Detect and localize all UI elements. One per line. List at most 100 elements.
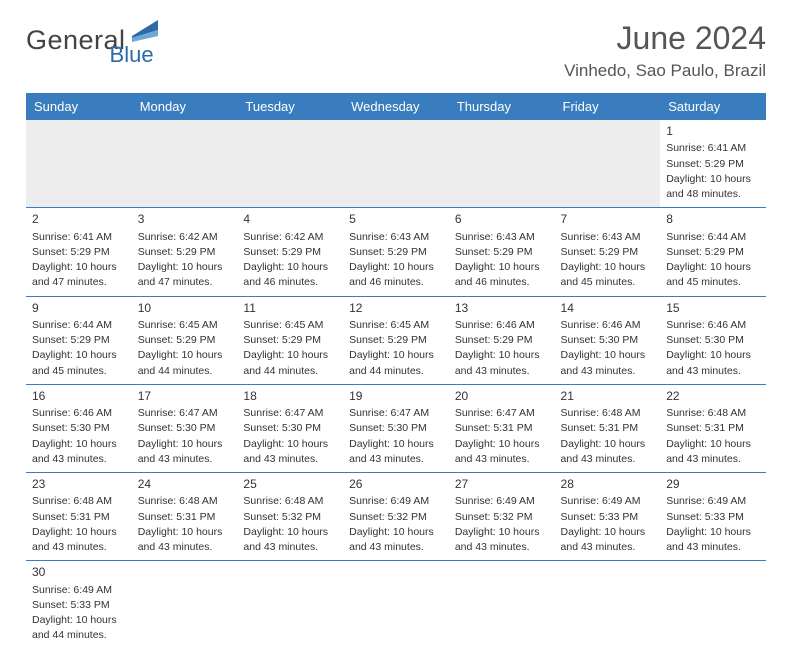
day-info-line: Sunrise: 6:43 AM [455, 230, 549, 245]
day-info-line: and 46 minutes. [455, 275, 549, 290]
day-number: 2 [32, 211, 126, 228]
calendar-day-cell: 24Sunrise: 6:48 AMSunset: 5:31 PMDayligh… [132, 473, 238, 561]
calendar-day-cell: 27Sunrise: 6:49 AMSunset: 5:32 PMDayligh… [449, 473, 555, 561]
day-info-line: Sunrise: 6:49 AM [32, 583, 126, 598]
day-info-line: Sunrise: 6:44 AM [666, 230, 760, 245]
day-number: 4 [243, 211, 337, 228]
day-info-line: Daylight: 10 hours [349, 437, 443, 452]
day-info-line: Sunset: 5:33 PM [666, 510, 760, 525]
day-info-line: Sunset: 5:33 PM [32, 598, 126, 613]
day-info-line: Sunset: 5:29 PM [243, 333, 337, 348]
calendar-day-cell: 26Sunrise: 6:49 AMSunset: 5:32 PMDayligh… [343, 473, 449, 561]
calendar-day-cell [237, 120, 343, 208]
calendar-day-cell: 5Sunrise: 6:43 AMSunset: 5:29 PMDaylight… [343, 208, 449, 296]
day-number: 28 [561, 476, 655, 493]
calendar-day-cell [449, 120, 555, 208]
day-info-line: Daylight: 10 hours [349, 348, 443, 363]
title-block: June 2024 Vinhedo, Sao Paulo, Brazil [564, 20, 766, 81]
day-info-line: Sunset: 5:30 PM [138, 421, 232, 436]
calendar-day-cell [132, 120, 238, 208]
day-info-line: Daylight: 10 hours [32, 437, 126, 452]
day-number: 30 [32, 564, 126, 581]
day-info-line: Daylight: 10 hours [666, 348, 760, 363]
calendar-day-cell: 9Sunrise: 6:44 AMSunset: 5:29 PMDaylight… [26, 296, 132, 384]
location: Vinhedo, Sao Paulo, Brazil [564, 61, 766, 81]
day-info-line: and 44 minutes. [243, 364, 337, 379]
day-info-line: Daylight: 10 hours [32, 348, 126, 363]
weekday-header: Friday [555, 93, 661, 120]
calendar-table: Sunday Monday Tuesday Wednesday Thursday… [26, 93, 766, 649]
month-title: June 2024 [564, 20, 766, 57]
calendar-day-cell [449, 561, 555, 649]
calendar-day-cell [237, 561, 343, 649]
calendar-day-cell: 7Sunrise: 6:43 AMSunset: 5:29 PMDaylight… [555, 208, 661, 296]
day-number: 29 [666, 476, 760, 493]
calendar-day-cell: 1Sunrise: 6:41 AMSunset: 5:29 PMDaylight… [660, 120, 766, 208]
calendar-day-cell: 16Sunrise: 6:46 AMSunset: 5:30 PMDayligh… [26, 384, 132, 472]
calendar-day-cell: 22Sunrise: 6:48 AMSunset: 5:31 PMDayligh… [660, 384, 766, 472]
day-info-line: Sunset: 5:30 PM [666, 333, 760, 348]
day-number: 18 [243, 388, 337, 405]
calendar-week-row: 16Sunrise: 6:46 AMSunset: 5:30 PMDayligh… [26, 384, 766, 472]
day-info-line: Sunrise: 6:44 AM [32, 318, 126, 333]
calendar-day-cell [660, 561, 766, 649]
day-info-line: Sunrise: 6:42 AM [138, 230, 232, 245]
day-info-line: and 44 minutes. [349, 364, 443, 379]
day-info-line: and 43 minutes. [349, 452, 443, 467]
day-info-line: Sunset: 5:29 PM [666, 157, 760, 172]
calendar-day-cell: 10Sunrise: 6:45 AMSunset: 5:29 PMDayligh… [132, 296, 238, 384]
day-number: 26 [349, 476, 443, 493]
day-number: 9 [32, 300, 126, 317]
day-info-line: Sunrise: 6:41 AM [32, 230, 126, 245]
calendar-week-row: 9Sunrise: 6:44 AMSunset: 5:29 PMDaylight… [26, 296, 766, 384]
calendar-week-row: 30Sunrise: 6:49 AMSunset: 5:33 PMDayligh… [26, 561, 766, 649]
day-info-line: Sunset: 5:29 PM [455, 333, 549, 348]
day-info-line: Daylight: 10 hours [561, 437, 655, 452]
day-info-line: Sunrise: 6:46 AM [666, 318, 760, 333]
day-info-line: and 43 minutes. [243, 540, 337, 555]
day-info-line: Sunrise: 6:41 AM [666, 141, 760, 156]
day-number: 16 [32, 388, 126, 405]
calendar-day-cell: 18Sunrise: 6:47 AMSunset: 5:30 PMDayligh… [237, 384, 343, 472]
day-number: 19 [349, 388, 443, 405]
day-info-line: and 43 minutes. [32, 540, 126, 555]
calendar-day-cell: 30Sunrise: 6:49 AMSunset: 5:33 PMDayligh… [26, 561, 132, 649]
day-info-line: Daylight: 10 hours [349, 525, 443, 540]
day-info-line: and 43 minutes. [666, 364, 760, 379]
day-info-line: Sunrise: 6:46 AM [561, 318, 655, 333]
flag-icon [132, 20, 162, 42]
day-info-line: Sunrise: 6:49 AM [349, 494, 443, 509]
day-info-line: and 43 minutes. [349, 540, 443, 555]
day-info-line: Sunrise: 6:47 AM [349, 406, 443, 421]
day-info-line: Sunset: 5:31 PM [32, 510, 126, 525]
day-info-line: Sunrise: 6:49 AM [666, 494, 760, 509]
calendar-day-cell: 8Sunrise: 6:44 AMSunset: 5:29 PMDaylight… [660, 208, 766, 296]
day-info-line: and 45 minutes. [561, 275, 655, 290]
weekday-header: Tuesday [237, 93, 343, 120]
day-info-line: Daylight: 10 hours [455, 437, 549, 452]
calendar-week-row: 2Sunrise: 6:41 AMSunset: 5:29 PMDaylight… [26, 208, 766, 296]
calendar-day-cell: 29Sunrise: 6:49 AMSunset: 5:33 PMDayligh… [660, 473, 766, 561]
day-info-line: Sunset: 5:29 PM [349, 333, 443, 348]
day-info-line: Daylight: 10 hours [138, 260, 232, 275]
day-info-line: and 43 minutes. [138, 452, 232, 467]
day-number: 5 [349, 211, 443, 228]
day-info-line: Daylight: 10 hours [666, 172, 760, 187]
day-info-line: Sunrise: 6:47 AM [455, 406, 549, 421]
calendar-day-cell: 3Sunrise: 6:42 AMSunset: 5:29 PMDaylight… [132, 208, 238, 296]
calendar-day-cell: 6Sunrise: 6:43 AMSunset: 5:29 PMDaylight… [449, 208, 555, 296]
day-info-line: Sunrise: 6:48 AM [561, 406, 655, 421]
day-info-line: Sunset: 5:30 PM [561, 333, 655, 348]
day-info-line: Sunset: 5:29 PM [349, 245, 443, 260]
calendar-day-cell: 4Sunrise: 6:42 AMSunset: 5:29 PMDaylight… [237, 208, 343, 296]
day-info-line: Sunrise: 6:48 AM [32, 494, 126, 509]
day-info-line: Sunset: 5:32 PM [455, 510, 549, 525]
day-info-line: Sunset: 5:29 PM [138, 245, 232, 260]
day-info-line: Sunrise: 6:43 AM [349, 230, 443, 245]
calendar-day-cell: 11Sunrise: 6:45 AMSunset: 5:29 PMDayligh… [237, 296, 343, 384]
day-info-line: and 45 minutes. [32, 364, 126, 379]
day-info-line: Sunset: 5:29 PM [243, 245, 337, 260]
day-info-line: Daylight: 10 hours [32, 525, 126, 540]
calendar-day-cell: 14Sunrise: 6:46 AMSunset: 5:30 PMDayligh… [555, 296, 661, 384]
day-number: 23 [32, 476, 126, 493]
